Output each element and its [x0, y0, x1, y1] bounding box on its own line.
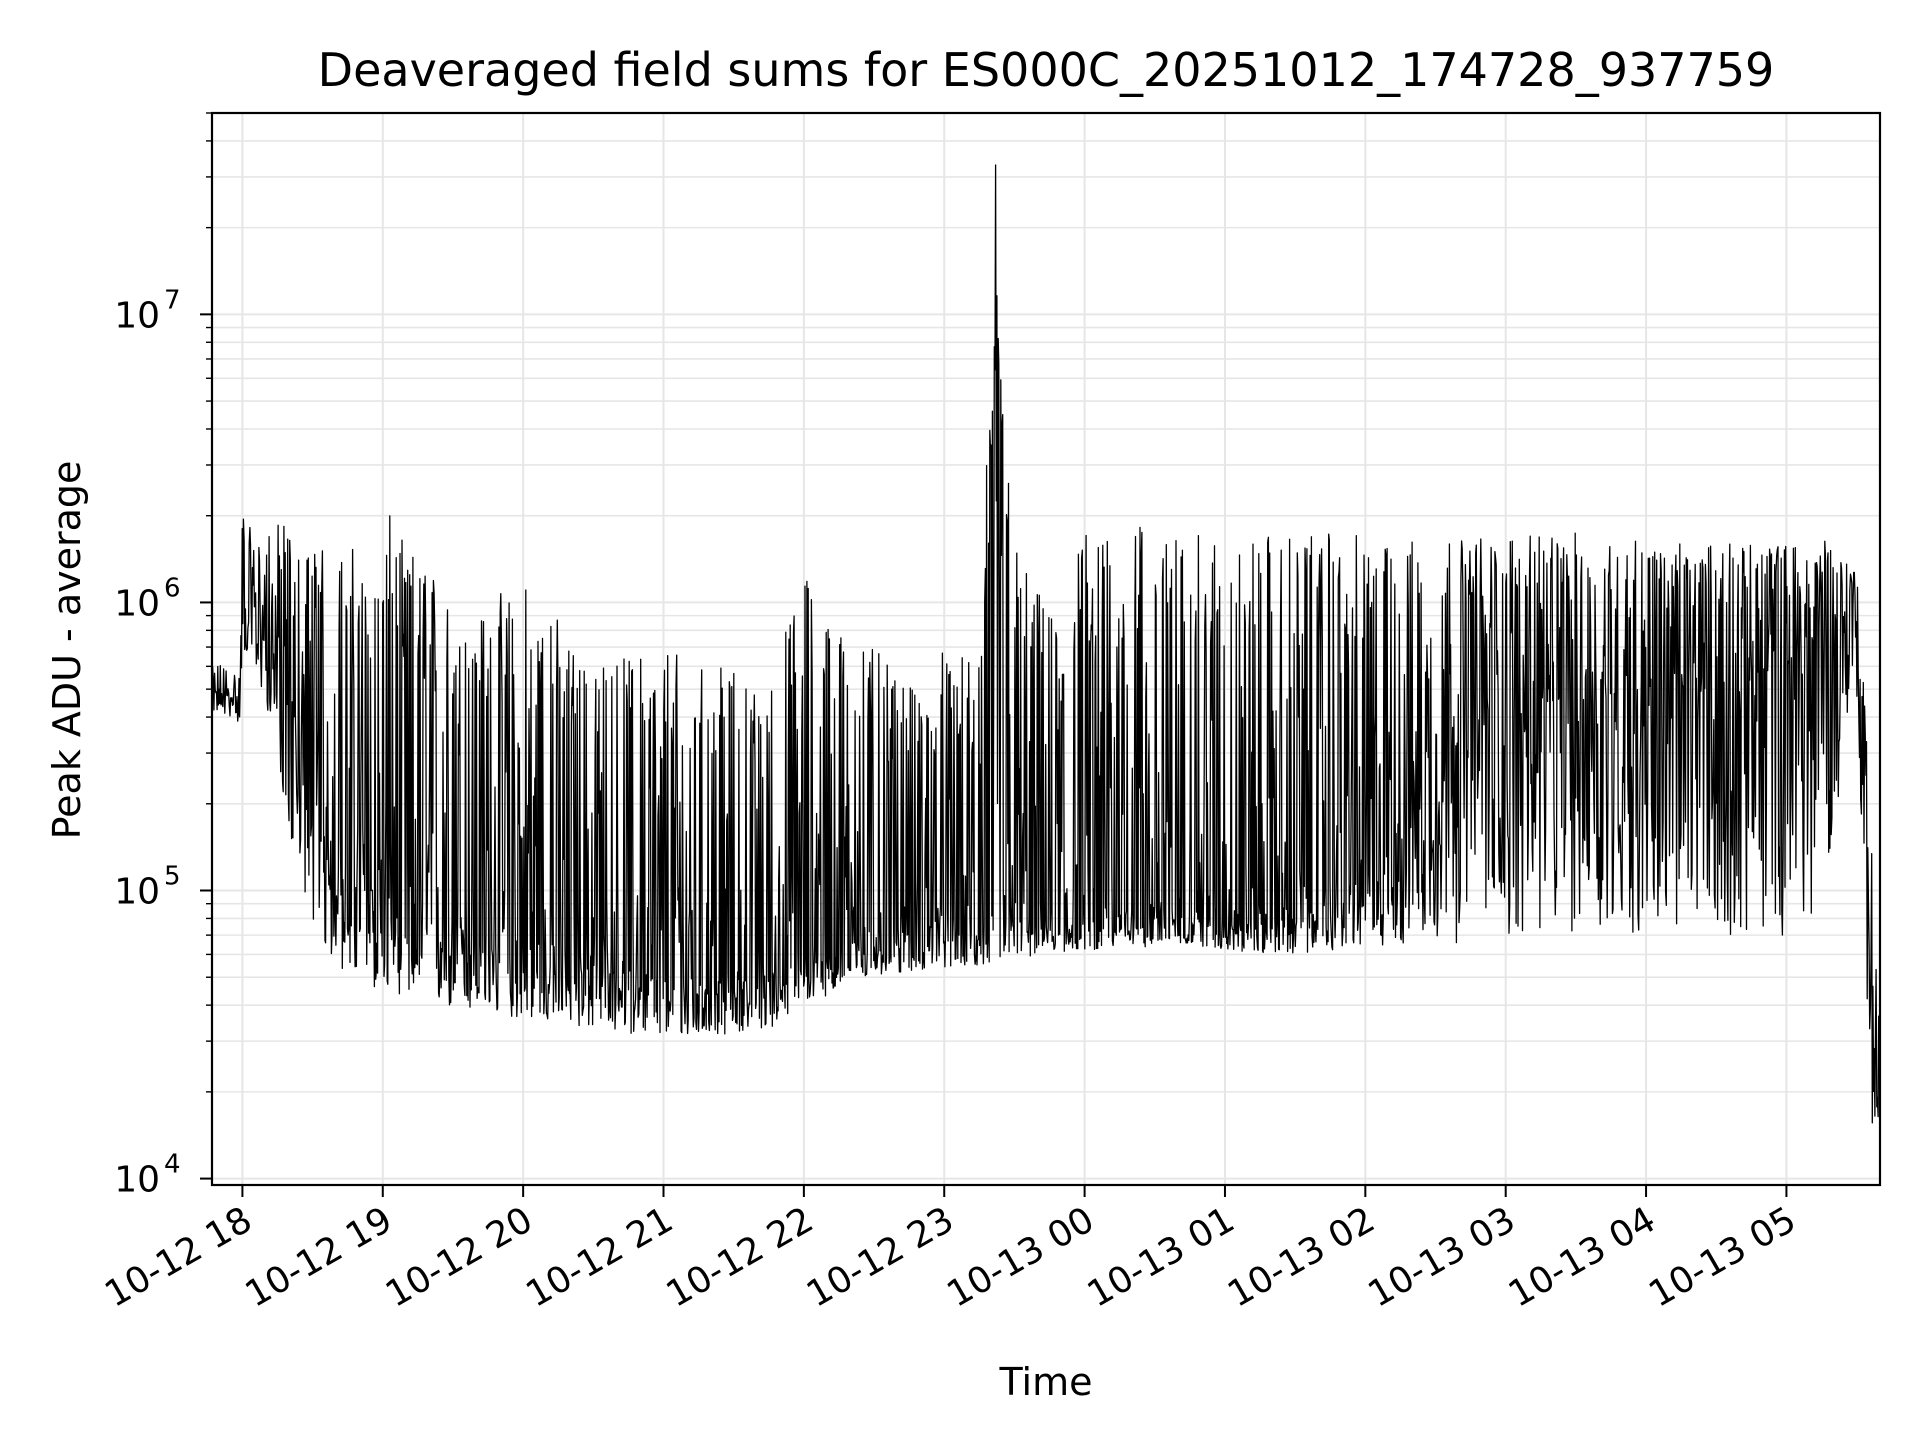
- plot-area: [211, 164, 1881, 1124]
- chart-title: Deaveraged field sums for ES000C_2025101…: [318, 43, 1775, 97]
- y-tick-exponent: 7: [164, 285, 181, 315]
- plot-frame: [210, 111, 1882, 1187]
- y-tick-exponent: 4: [164, 1150, 181, 1180]
- data-series-line: [211, 164, 1881, 1124]
- y-axis-label: Peak ADU - average: [45, 461, 89, 840]
- y-tick-label: 10: [114, 295, 160, 336]
- y-tick-label: 10: [114, 872, 160, 913]
- y-tick-label: 10: [114, 583, 160, 624]
- y-tick-label: 10: [114, 1160, 160, 1201]
- y-tick-exponent: 6: [164, 573, 181, 603]
- y-tick-exponent: 5: [164, 862, 181, 892]
- x-axis-label: Time: [999, 1360, 1093, 1404]
